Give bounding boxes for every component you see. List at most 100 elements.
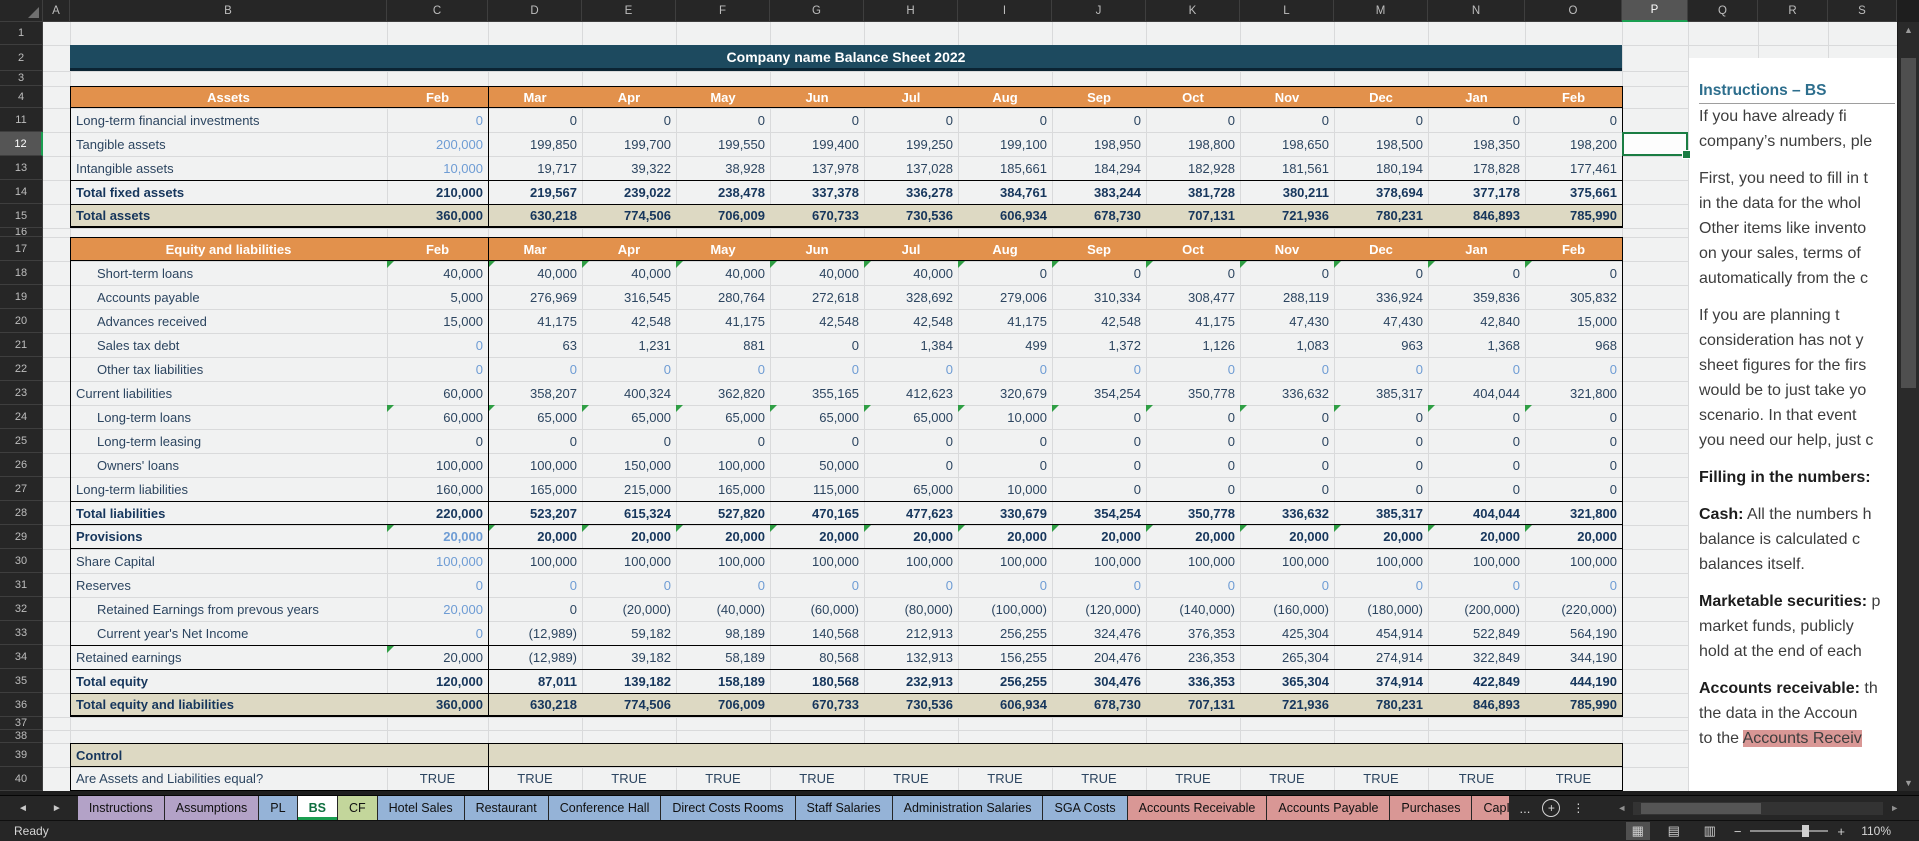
- row-header-30[interactable]: 30: [0, 549, 43, 573]
- cell-L34[interactable]: 265,304: [1282, 650, 1329, 665]
- vertical-scrollbar[interactable]: ▲ ▼: [1897, 22, 1919, 791]
- cell-N18[interactable]: 0: [1428, 261, 1525, 285]
- month-header-1[interactable]: Feb: [425, 89, 450, 105]
- hscroll-track[interactable]: [1633, 801, 1884, 815]
- month-header-5[interactable]: Jun: [805, 89, 829, 105]
- sheet-tab-accounts-receivable[interactable]: Accounts Receivable: [1127, 796, 1267, 820]
- month-header-3[interactable]: Apr: [617, 241, 641, 257]
- cell-B40[interactable]: Are Assets and Liabilities equal?: [76, 771, 264, 786]
- cell-J11[interactable]: 0: [1133, 112, 1141, 128]
- cell-K26[interactable]: 0: [1227, 457, 1235, 473]
- cell-G36[interactable]: 670,733: [812, 697, 859, 712]
- hscroll-left-icon[interactable]: ◄: [1617, 803, 1627, 813]
- cell-L35[interactable]: 365,304: [1282, 674, 1329, 689]
- cell-E15[interactable]: 774,506: [624, 208, 671, 223]
- cell-B21[interactable]: Sales tax debt: [97, 337, 180, 353]
- cell-O35[interactable]: 444,190: [1570, 674, 1617, 689]
- month-header-6[interactable]: Jul: [901, 89, 921, 105]
- cell-M12[interactable]: 198,500: [1376, 136, 1423, 152]
- cell-O12[interactable]: 198,200: [1570, 136, 1617, 152]
- row-header-35[interactable]: 35: [0, 669, 43, 693]
- row-header-37[interactable]: 37: [0, 717, 43, 730]
- cell-B33[interactable]: Current year's Net Income: [97, 625, 249, 641]
- sheet-tab-cf[interactable]: CF: [337, 796, 377, 820]
- cell-K30[interactable]: 100,000: [1188, 553, 1235, 569]
- cell-O23[interactable]: 321,800: [1570, 385, 1617, 401]
- cell-B28[interactable]: Total liabilities: [76, 505, 166, 521]
- cell-H13[interactable]: 137,028: [906, 160, 953, 176]
- cell-K25[interactable]: 0: [1227, 433, 1235, 449]
- cell-H22[interactable]: 0: [945, 361, 953, 377]
- cell-N23[interactable]: 404,044: [1473, 385, 1520, 401]
- cell-N11[interactable]: 0: [1512, 112, 1520, 128]
- cell-D34[interactable]: (12,989): [528, 650, 577, 665]
- cell-B18[interactable]: Short-term loans: [97, 265, 194, 281]
- hscroll-right-icon[interactable]: ►: [1890, 803, 1900, 813]
- cell-I12[interactable]: 199,100: [1000, 136, 1047, 152]
- cell-N12[interactable]: 198,350: [1473, 136, 1520, 152]
- cell-K12[interactable]: 198,800: [1188, 136, 1235, 152]
- cell-E20[interactable]: 42,548: [631, 313, 671, 329]
- cell-D32[interactable]: 0: [569, 601, 577, 617]
- month-header-8[interactable]: Sep: [1087, 89, 1111, 105]
- cell-K31[interactable]: 0: [1227, 577, 1235, 593]
- month-header-1[interactable]: Feb: [425, 241, 450, 257]
- cell-N19[interactable]: 359,836: [1473, 289, 1520, 305]
- cell-M24[interactable]: 0: [1334, 405, 1428, 429]
- cell-D33[interactable]: (12,989): [528, 625, 577, 641]
- cell-C32[interactable]: 20,000: [443, 601, 483, 617]
- cell-E26[interactable]: 150,000: [624, 457, 671, 473]
- cell-G15[interactable]: 670,733: [812, 208, 859, 223]
- cell-C28[interactable]: 220,000: [436, 505, 483, 521]
- cell-O28[interactable]: 321,800: [1570, 505, 1617, 521]
- month-header-13[interactable]: Feb: [1561, 241, 1586, 257]
- cell-L31[interactable]: 0: [1321, 577, 1329, 593]
- row-header-26[interactable]: 26: [0, 453, 43, 477]
- cell-B34[interactable]: Retained earnings: [76, 650, 182, 665]
- cell-M23[interactable]: 385,317: [1376, 385, 1423, 401]
- cell-I18[interactable]: 0: [958, 261, 1052, 285]
- cell-C14[interactable]: 210,000: [436, 185, 483, 200]
- cell-C23[interactable]: 60,000: [443, 385, 483, 401]
- zoom-in-button[interactable]: +: [1837, 823, 1845, 839]
- cell-J23[interactable]: 354,254: [1094, 385, 1141, 401]
- cell-O11[interactable]: 0: [1609, 112, 1617, 128]
- cell-O21[interactable]: 968: [1595, 337, 1617, 353]
- cell-D19[interactable]: 276,969: [530, 289, 577, 305]
- row-header-32[interactable]: 32: [0, 597, 43, 621]
- cell-D18[interactable]: 40,000: [488, 261, 582, 285]
- cell-G32[interactable]: (60,000): [810, 601, 859, 617]
- cell-N13[interactable]: 178,828: [1473, 160, 1520, 176]
- cell-H35[interactable]: 232,913: [906, 674, 953, 689]
- cell-O14[interactable]: 375,661: [1570, 185, 1617, 200]
- tab-overflow-ellipsis[interactable]: ...: [1519, 800, 1531, 816]
- cell-J30[interactable]: 100,000: [1094, 553, 1141, 569]
- cell-H24[interactable]: 65,000: [864, 405, 958, 429]
- cell-M15[interactable]: 780,231: [1376, 208, 1423, 223]
- cell-F20[interactable]: 41,175: [725, 313, 765, 329]
- row-header-12[interactable]: 12: [0, 132, 43, 156]
- month-header-6[interactable]: Jul: [901, 241, 921, 257]
- column-header-F[interactable]: F: [676, 0, 770, 22]
- cell-E24[interactable]: 65,000: [582, 405, 676, 429]
- zoom-out-button[interactable]: −: [1733, 823, 1742, 839]
- cell-E28[interactable]: 615,324: [624, 505, 671, 521]
- column-header-S[interactable]: S: [1828, 0, 1897, 22]
- cell-G23[interactable]: 355,165: [812, 385, 859, 401]
- cell-B26[interactable]: Owners' loans: [97, 457, 179, 473]
- hscroll-thumb[interactable]: [1641, 802, 1762, 814]
- cell-D25[interactable]: 0: [569, 433, 577, 449]
- cell-L29[interactable]: 20,000: [1240, 525, 1334, 548]
- cell-O32[interactable]: (220,000): [1561, 601, 1617, 617]
- sheet-tab-administration-salaries[interactable]: Administration Salaries: [892, 796, 1043, 820]
- cell-D22[interactable]: 0: [569, 361, 577, 377]
- cell-F23[interactable]: 362,820: [718, 385, 765, 401]
- cell-L12[interactable]: 198,650: [1282, 136, 1329, 152]
- cell-N25[interactable]: 0: [1512, 433, 1520, 449]
- cell-F34[interactable]: 58,189: [725, 650, 765, 665]
- column-header-G[interactable]: G: [770, 0, 864, 22]
- cell-O34[interactable]: 344,190: [1570, 650, 1617, 665]
- column-header-A[interactable]: A: [43, 0, 70, 22]
- cell-C22[interactable]: 0: [475, 361, 483, 377]
- cell-B13[interactable]: Intangible assets: [76, 160, 174, 176]
